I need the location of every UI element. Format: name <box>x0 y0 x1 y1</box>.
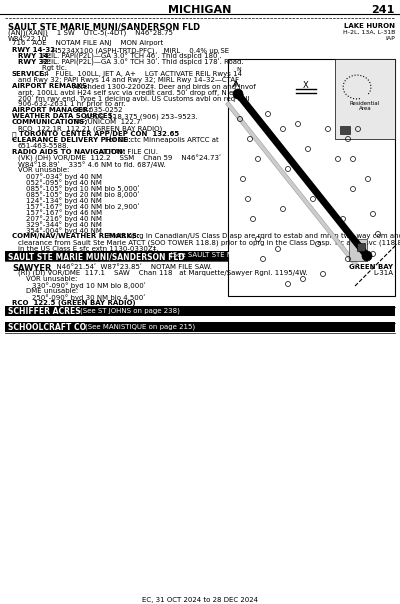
Text: 085°-105° byd 20 NM blo 8,000ʹ: 085°-105° byd 20 NM blo 8,000ʹ <box>26 191 139 198</box>
Text: DME unusable:: DME unusable: <box>26 288 78 294</box>
Text: (See SAULT STE MARIE on page 241): (See SAULT STE MARIE on page 241) <box>170 252 298 259</box>
Text: Area: Area <box>359 106 371 111</box>
Text: 716   AOE    NOTAM FILE ANJ    MON Airport: 716 AOE NOTAM FILE ANJ MON Airport <box>12 40 163 46</box>
Polygon shape <box>226 101 358 266</box>
Bar <box>5 306 395 316</box>
Text: RWY 14-32:: RWY 14-32: <box>12 47 58 53</box>
Text: N46°21.54ʹ  W87°23.85ʹ    NOTAM FILE SAW.: N46°21.54ʹ W87°23.85ʹ NOTAM FILE SAW. <box>52 264 212 270</box>
Text: RCO  122.5 (GREEN BAY RADIO): RCO 122.5 (GREEN BAY RADIO) <box>12 300 136 306</box>
Text: clearance from Sault Ste Marie ATCT (SOO TOWER 118.8) prior to oprg in the Class: clearance from Sault Ste Marie ATCT (SOO… <box>18 239 400 245</box>
Text: RWY 32:: RWY 32: <box>18 59 51 65</box>
Bar <box>5 322 395 332</box>
Text: Rgt tlc.: Rgt tlc. <box>42 65 67 71</box>
Text: COMM/NAV/WEATHER REMARKS:: COMM/NAV/WEATHER REMARKS: <box>12 233 140 239</box>
Text: 157°-167° byd 46 NM: 157°-167° byd 46 NM <box>26 209 102 216</box>
Text: SCHIFFER ACRES: SCHIFFER ACRES <box>8 307 81 316</box>
Text: 651-463-5588.: 651-463-5588. <box>18 143 70 149</box>
Circle shape <box>233 89 243 99</box>
Text: WEATHER DATA SOURCES:: WEATHER DATA SOURCES: <box>12 113 115 119</box>
Text: 250°-090° byd 30 NM blo 4,500ʹ: 250°-090° byd 30 NM blo 4,500ʹ <box>32 294 145 301</box>
Text: GREEN BAY: GREEN BAY <box>349 264 393 270</box>
Text: IAP: IAP <box>385 36 395 41</box>
Text: H-2L, 13A, L-31B: H-2L, 13A, L-31B <box>343 30 395 35</box>
Text: ASOS  118.375 (906) 253–9523.: ASOS 118.375 (906) 253–9523. <box>85 113 198 120</box>
Text: (See MANISTIQUE on page 215): (See MANISTIQUE on page 215) <box>85 323 195 330</box>
Text: Pilots oprg in Canadian/US Class D asp are rqrd to estab and mntn two-way com an: Pilots oprg in Canadian/US Class D asp a… <box>107 233 400 239</box>
Text: RWY 14:: RWY 14: <box>18 53 51 59</box>
Text: RADIO AIDS TO NAVIGATION:: RADIO AIDS TO NAVIGATION: <box>12 149 126 155</box>
Text: AIRPORT MANAGER:: AIRPORT MANAGER: <box>12 107 91 113</box>
Text: 052°-095° byd 40 NM: 052°-095° byd 40 NM <box>26 179 102 185</box>
Text: REIL. PAPI(P2L)—GA 3.0° TCH 46ʹ. Thld dsplcd 180ʹ.: REIL. PAPI(P2L)—GA 3.0° TCH 46ʹ. Thld ds… <box>42 53 222 60</box>
Text: Attended 1300-2200Z‡. Deer and birds on and invof: Attended 1300-2200Z‡. Deer and birds on … <box>73 83 256 89</box>
Bar <box>340 126 350 134</box>
Text: N: N <box>236 67 241 72</box>
Text: SERVICE:: SERVICE: <box>12 71 48 77</box>
Bar <box>5 251 395 261</box>
Text: in the US Class E sfc extn 1130-0330Z‡.: in the US Class E sfc extn 1130-0330Z‡. <box>18 245 159 251</box>
Text: 906-635-0252: 906-635-0252 <box>74 107 124 113</box>
Bar <box>335 59 395 139</box>
Text: SAWYER: SAWYER <box>12 264 52 273</box>
Bar <box>357 243 365 251</box>
Text: X: X <box>303 81 309 90</box>
Text: W84°22.10ʹ: W84°22.10ʹ <box>8 36 49 42</box>
Text: VOR unusable:: VOR unusable: <box>18 167 69 173</box>
Text: SCHOOLCRAFT CO: SCHOOLCRAFT CO <box>8 323 86 332</box>
Bar <box>228 59 395 296</box>
Text: 200ʹ fm rwy end. Type 1 deicing avbl. US Customs avbl on req call: 200ʹ fm rwy end. Type 1 deicing avbl. US… <box>18 95 250 101</box>
Text: (VK) (DH) VOR/DME  112.2    SSM    Chan 59    N46°24.73ʹ: (VK) (DH) VOR/DME 112.2 SSM Chan 59 N46°… <box>18 155 221 162</box>
Text: MICHIGAN: MICHIGAN <box>168 5 232 15</box>
Text: 085°-105° byd 10 NM blo 5,000ʹ: 085°-105° byd 10 NM blo 5,000ʹ <box>26 185 139 191</box>
Text: and Rwy 32; PAPI Rwys 14 and Rwy 32; MIRL Rwy 14–32—CTAF: and Rwy 32; PAPI Rwys 14 and Rwy 32; MIR… <box>18 77 239 83</box>
Text: S4   FUEL  100LL, JET A, A+    LGT ACTIVATE REIL Rwys 14: S4 FUEL 100LL, JET A, A+ LGT ACTIVATE RE… <box>40 71 242 77</box>
Text: 354°-004° byd 40 NM: 354°-004° byd 40 NM <box>26 227 102 234</box>
Circle shape <box>362 251 372 261</box>
Text: Ⓣ: Ⓣ <box>12 131 17 140</box>
Text: AIRPORT REMARKS:: AIRPORT REMARKS: <box>12 83 90 89</box>
Text: W84°18.89ʹ    335° 4.6 NM to fld. 687/4W.: W84°18.89ʹ 335° 4.6 NM to fld. 687/4W. <box>18 161 166 168</box>
Text: Residential: Residential <box>350 101 380 106</box>
Text: LAKE HURON: LAKE HURON <box>344 23 395 29</box>
Text: TORONTO CENTER APP/DEP CON  132.65: TORONTO CENTER APP/DEP CON 132.65 <box>19 131 179 137</box>
Text: 329°-344° byd 40 NM: 329°-344° byd 40 NM <box>26 221 102 228</box>
Text: CLEARANCE DELIVERY PHONE:: CLEARANCE DELIVERY PHONE: <box>12 137 131 143</box>
Text: 007°-034° byd 40 NM: 007°-034° byd 40 NM <box>26 173 102 180</box>
Text: (ANJ)(XANJ)    1 SW    UTC-5(-4DT)    N46°28.75ʹ: (ANJ)(XANJ) 1 SW UTC-5(-4DT) N46°28.75ʹ <box>8 30 175 37</box>
Text: SAULT STE MARIE MUNI/SANDERSON FLD: SAULT STE MARIE MUNI/SANDERSON FLD <box>8 23 200 32</box>
Text: 241: 241 <box>372 5 395 15</box>
Text: For CD ctc Minneapolis ARTCC at: For CD ctc Minneapolis ARTCC at <box>105 137 219 143</box>
Text: 124°-134° byd 40 NM: 124°-134° byd 40 NM <box>26 197 102 204</box>
Text: arpt. 100LL avbl H24 self svc via credit card. 50ʹ drop off, N end,: arpt. 100LL avbl H24 self svc via credit… <box>18 89 244 96</box>
Text: 157°-167° byd 40 NM blo 2,900ʹ: 157°-167° byd 40 NM blo 2,900ʹ <box>26 203 139 210</box>
Text: L-31A: L-31A <box>373 270 393 276</box>
Text: REIL. PAPI(P2L)—GA 3.0° TCH 30ʹ. Thld dsplcd 178ʹ. Road.: REIL. PAPI(P2L)—GA 3.0° TCH 30ʹ. Thld ds… <box>42 59 244 66</box>
Text: RCO  122.1R  112.21 (GREEN BAY RADIO): RCO 122.1R 112.21 (GREEN BAY RADIO) <box>18 125 162 132</box>
Text: VOR unusable:: VOR unusable: <box>26 276 77 282</box>
Text: 207°-216° byd 40 NM: 207°-216° byd 40 NM <box>26 215 102 222</box>
Text: 330°-090° byd 10 NM blo 8,000ʹ: 330°-090° byd 10 NM blo 8,000ʹ <box>32 282 146 289</box>
Text: EC, 31 OCT 2024 to 28 DEC 2024: EC, 31 OCT 2024 to 28 DEC 2024 <box>142 597 258 603</box>
Text: (RI) (DI) VOR/DME  117.1    SAW    Chan 118   at Marquette/Sawyer Rgnl. 1195/4W.: (RI) (DI) VOR/DME 117.1 SAW Chan 118 at … <box>18 270 308 277</box>
Text: COMMUNICATIONS:: COMMUNICATIONS: <box>12 119 88 125</box>
Polygon shape <box>235 92 370 258</box>
Bar <box>349 239 367 261</box>
Text: NOTAM FILE CIU.: NOTAM FILE CIU. <box>100 149 158 155</box>
Text: (See ST JOHNS on page 238): (See ST JOHNS on page 238) <box>80 307 180 313</box>
Text: CTAF/UNICOM  122.7: CTAF/UNICOM 122.7 <box>68 119 141 125</box>
Text: SAULT STE MARIE MUNI/SANDERSON FLD: SAULT STE MARIE MUNI/SANDERSON FLD <box>8 252 185 261</box>
Text: H5234X100 (ASPH-TRTD-PFC)    MIRL    0.4% up SE: H5234X100 (ASPH-TRTD-PFC) MIRL 0.4% up S… <box>52 47 229 54</box>
Text: 906-632-2631 1 hr prior to arr.: 906-632-2631 1 hr prior to arr. <box>18 101 126 107</box>
